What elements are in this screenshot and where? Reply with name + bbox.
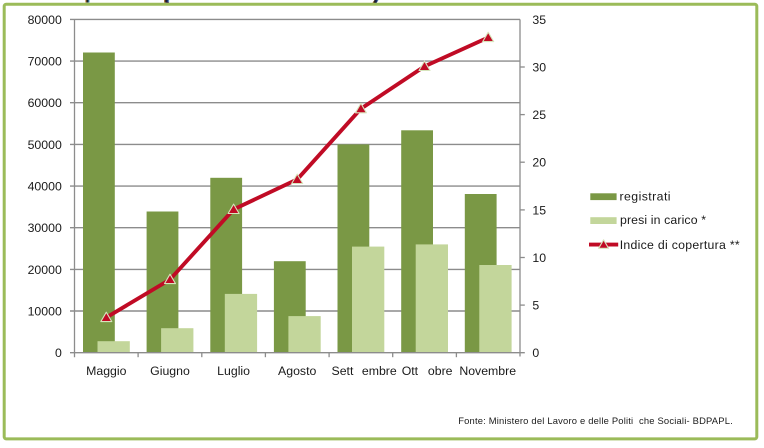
svg-text:10000: 10000 <box>28 304 62 318</box>
svg-text:registrati: registrati <box>620 189 671 203</box>
svg-text:Agosto: Agosto <box>278 364 316 378</box>
svg-text:0: 0 <box>532 346 539 360</box>
svg-text:20: 20 <box>532 156 546 170</box>
svg-text:5: 5 <box>532 299 539 313</box>
svg-text:presi in carico *: presi in carico * <box>620 213 706 227</box>
svg-text:10: 10 <box>532 251 546 265</box>
svg-text:Indice di copertura **: Indice di copertura ** <box>620 238 740 252</box>
svg-text:15: 15 <box>532 203 546 217</box>
svg-text:35: 35 <box>532 13 546 27</box>
svg-text:Luglio: Luglio <box>217 364 250 378</box>
svg-text:Ott: Ott <box>402 364 419 378</box>
svg-text:80000: 80000 <box>28 13 62 27</box>
svg-text:70000: 70000 <box>28 55 62 69</box>
svg-text:60000: 60000 <box>28 96 62 110</box>
svg-text:25: 25 <box>532 108 546 122</box>
svg-text:embre: embre <box>362 364 397 378</box>
svg-text:30: 30 <box>532 60 546 74</box>
svg-text:Giugno: Giugno <box>150 364 190 378</box>
svg-text:40000: 40000 <box>28 180 62 194</box>
svg-text:Fonte: Ministero del Lavoro e: Fonte: Ministero del Lavoro e delle Poli… <box>458 415 733 426</box>
svg-text:50000: 50000 <box>28 138 62 152</box>
svg-text:20000: 20000 <box>28 263 62 277</box>
svg-text:obre: obre <box>428 364 453 378</box>
svg-text:Sett: Sett <box>332 364 354 378</box>
svg-text:Maggio: Maggio <box>86 364 126 378</box>
svg-text:0: 0 <box>55 346 62 360</box>
svg-text:30000: 30000 <box>28 221 62 235</box>
svg-text:Novembre: Novembre <box>459 364 516 378</box>
